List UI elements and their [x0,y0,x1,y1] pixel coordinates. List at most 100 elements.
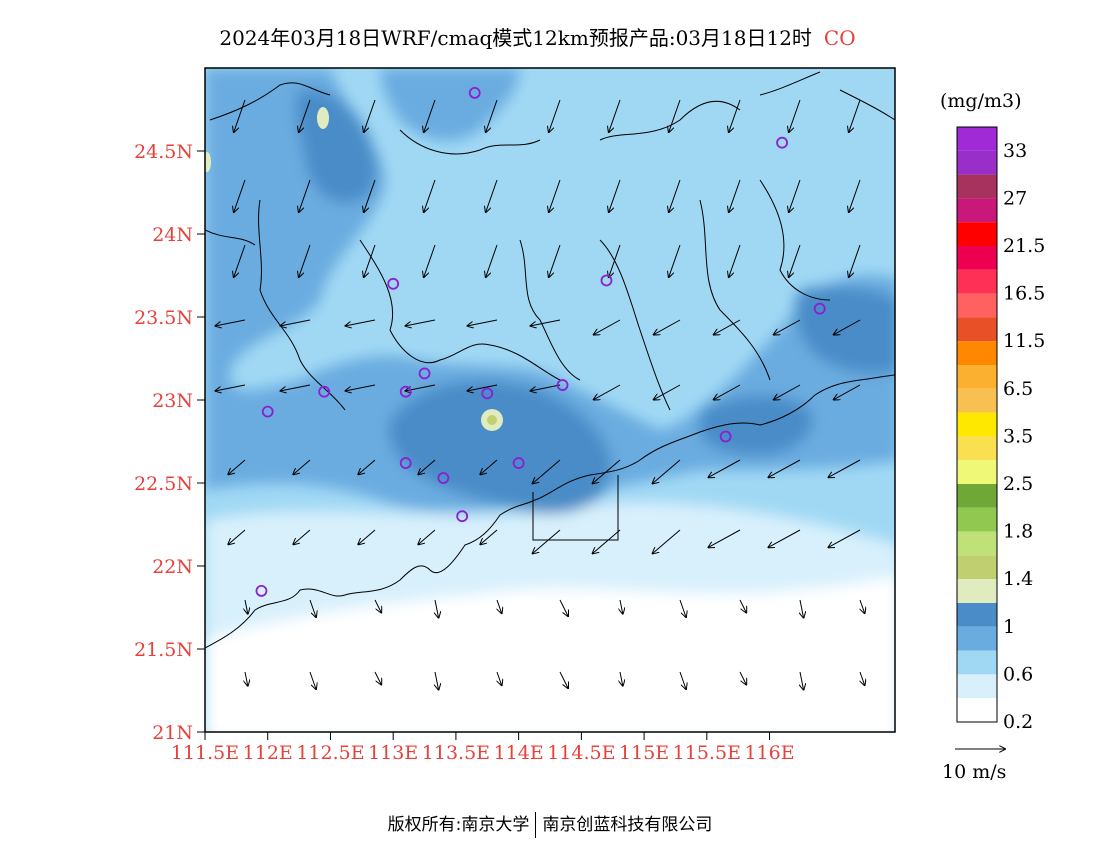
footer-right: 南京创蓝科技有限公司 [542,815,713,835]
lat-tick-label: 23N [152,390,193,412]
hotspot-west-edge [205,152,211,172]
lon-tick-label: 113.5E [422,742,490,764]
wind-arrow [669,244,681,277]
wind-arrow [299,244,311,277]
wind-arrow [714,384,741,400]
wind-arrow [216,319,246,326]
legend-swatch [957,531,997,556]
wind-arrow [346,384,376,391]
wind-arrow [594,319,621,335]
province-boundary-north [209,71,895,155]
station-marker [387,277,400,290]
wind-arrow [549,179,561,212]
wind-arrow [739,671,746,685]
map-title: 2024年03月18日WRF/cmaq模式12km预报产品:03月18日12时 C… [0,22,1075,51]
field-west-peak [295,89,377,203]
legend-label: 1 [1003,616,1015,638]
wind-arrow [418,459,436,474]
wind-vectors [216,99,865,690]
lat-tick-label: 21N [152,722,193,744]
wind-arrow [593,459,621,483]
wind-arrow [486,99,498,132]
wind-arrow [849,244,861,277]
wind-arrow [480,529,498,544]
wind-arrow [729,179,741,212]
wind-arrow [486,244,498,277]
legend-swatch [957,674,997,699]
color-legend: 33 27 21.5 16.5 11.5 6.5 3.5 2.5 1.8 1.4 1 0.6 0.2 [956,126,1045,733]
wind-arrow [309,671,316,689]
footer-separator [535,812,537,838]
lat-tick-label: 24.5N [134,141,193,163]
legend-label: 0.6 [1003,663,1033,685]
legend-swatch [957,198,997,223]
wind-arrow [435,599,439,618]
station-marker [776,136,788,149]
wind-arrow [358,459,376,474]
hong-kong-boundary [532,475,619,541]
field-clean-ocean [205,576,895,732]
wind-arrow [789,244,801,277]
wind-arrow [849,179,861,212]
lon-tick-label: 111.5E [171,742,239,764]
legend-swatch [957,412,997,437]
wind-scale-label: 10 m/s [942,761,1006,783]
station-marker [399,457,412,469]
wind-arrow [774,319,801,335]
wind-arrow [774,384,801,400]
lat-tick-label: 24N [152,224,193,246]
station-marker [418,367,431,380]
wind-arrow [679,599,686,617]
wind-arrow [653,459,681,483]
wind-arrow [549,244,561,277]
station-marker [481,387,494,400]
unit-label: (mg/m3) [940,90,1022,112]
legend-swatch [957,698,997,722]
wind-arrow [531,319,561,326]
wind-arrow [609,244,621,277]
lat-tick-label: 22N [152,556,193,578]
wind-arrow [228,529,246,544]
field-prd-core [388,380,612,514]
legend-label: 3.5 [1003,425,1033,447]
title-text: 2024年03月18日WRF/cmaq模式12km预报产品:03月18日12时 [219,26,812,50]
wind-arrow [609,179,621,212]
wind-arrow [533,459,561,483]
wind-arrow [828,529,861,547]
wind-arrow [486,179,498,212]
wind-arrow [609,99,621,132]
lon-tick-label: 114E [494,742,544,764]
wind-arrow [593,529,621,553]
legend-label: 27 [1003,187,1027,209]
wind-arrow [828,459,861,477]
wind-arrow [708,459,741,477]
wind-arrow [768,529,801,547]
station-marker [255,585,268,597]
wind-arrow [364,179,376,212]
wind-arrow [559,599,568,616]
wind-arrow [234,244,246,277]
wind-arrow [768,459,801,477]
wind-arrow [293,459,311,474]
legend-swatch [957,341,997,365]
wind-arrow [739,599,746,613]
legend-label: 0.2 [1003,711,1033,733]
wind-arrow [406,319,436,326]
legend-label: 21.5 [1003,235,1045,257]
wind-arrow [669,99,681,132]
wind-arrow [216,384,246,391]
hotspot-north [317,107,329,129]
wind-arrow [309,599,316,617]
legend-swatch [957,579,997,603]
wind-arrow [228,459,246,474]
legend-swatch [957,460,997,484]
wind-arrow [559,671,568,688]
legend-label: 1.4 [1003,568,1033,590]
legend-frame [956,126,998,723]
wind-arrow [729,244,741,277]
city-boundary-center [359,239,671,411]
wind-arrow [281,384,311,391]
legend-label: 2.5 [1003,473,1033,495]
lon-tick-label: 112.5E [296,742,364,764]
wind-arrow [245,671,248,686]
